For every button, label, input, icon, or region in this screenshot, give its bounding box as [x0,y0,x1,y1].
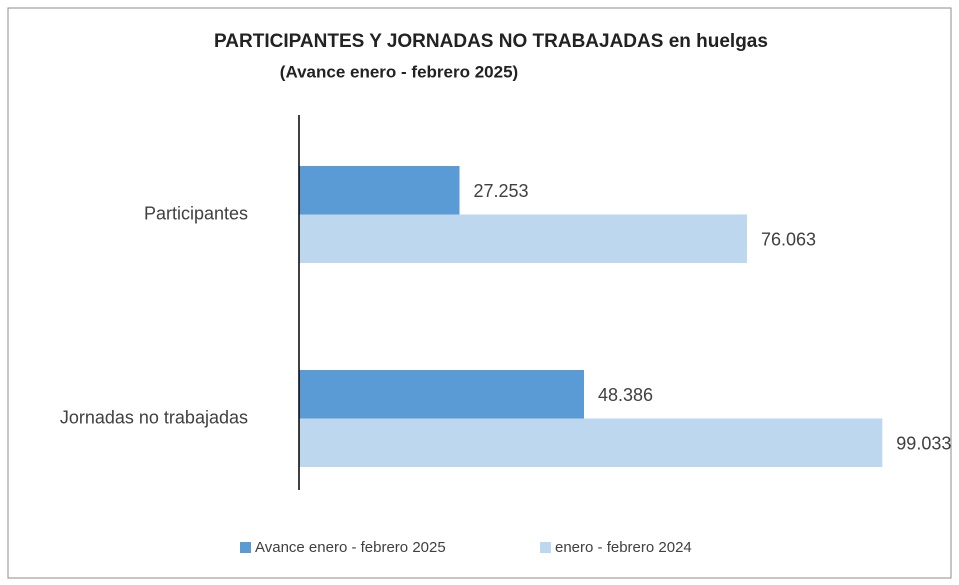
bar [299,166,460,215]
y-tick-label: Participantes [144,203,248,223]
chart-border [7,7,952,579]
value-label: 99.033 [896,434,951,454]
legend-label: Avance enero - febrero 2025 [255,539,446,556]
bar [299,214,748,263]
value-label: 48.386 [598,385,653,405]
legend-swatch [240,542,251,553]
chart-title: PARTICIPANTES Y JORNADAS NO TRABAJADAS e… [214,31,768,52]
y-tick-label: Jornadas no trabajadas [60,407,248,427]
bar [299,418,883,467]
value-label: 27.253 [474,181,529,201]
legend-label: enero - febrero 2024 [555,539,692,556]
bar [299,370,584,419]
chart-subtitle: (Avance enero - febrero 2025) [280,62,518,81]
value-label: 76.063 [761,230,816,250]
legend-swatch [540,542,551,553]
